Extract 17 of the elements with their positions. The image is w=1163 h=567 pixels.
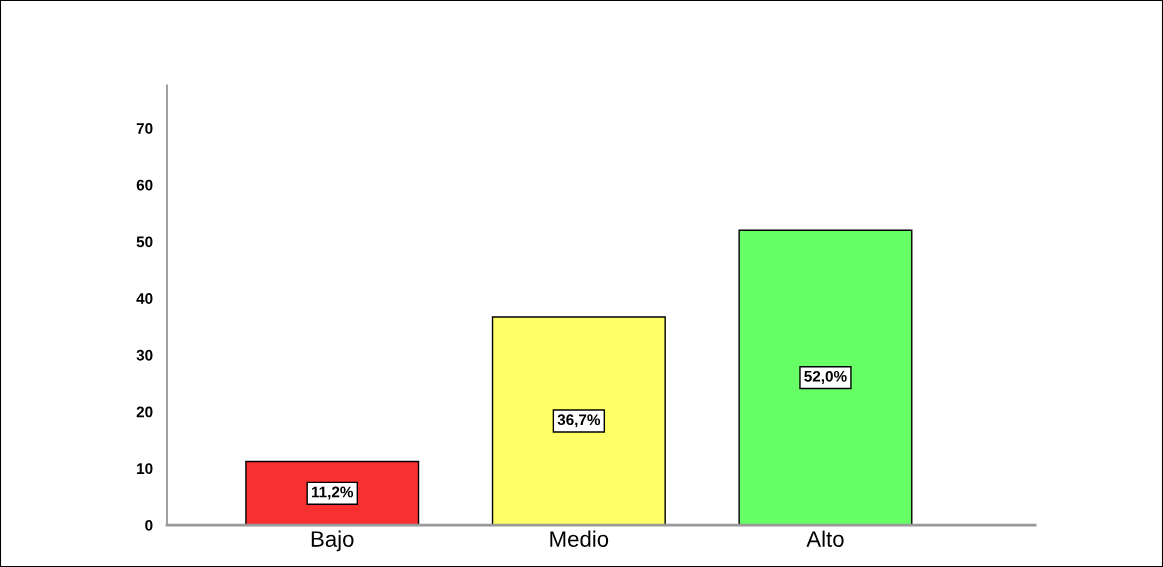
y-tick-label: 30 bbox=[136, 349, 153, 361]
y-tick-label: 70 bbox=[136, 123, 153, 134]
bar bbox=[491, 316, 666, 526]
x-tick-label: Medio bbox=[550, 530, 609, 547]
data-label: 52,0% bbox=[804, 370, 847, 384]
y-tick-label: 0 bbox=[145, 519, 153, 531]
y-tick-label: 20 bbox=[136, 406, 153, 418]
x-tick-label: Bajo bbox=[311, 530, 354, 552]
data-label: 11,2% bbox=[311, 486, 354, 500]
y-tick-label: 10 bbox=[137, 463, 153, 475]
bar bbox=[245, 460, 420, 526]
y-tick-label: 50 bbox=[136, 236, 153, 248]
data-label: 36,7% bbox=[557, 414, 601, 428]
y-tick-label: 60 bbox=[136, 179, 153, 191]
x-tick-label: Alto bbox=[806, 530, 844, 547]
bar bbox=[738, 229, 913, 526]
y-tick-label: 40 bbox=[136, 293, 153, 304]
